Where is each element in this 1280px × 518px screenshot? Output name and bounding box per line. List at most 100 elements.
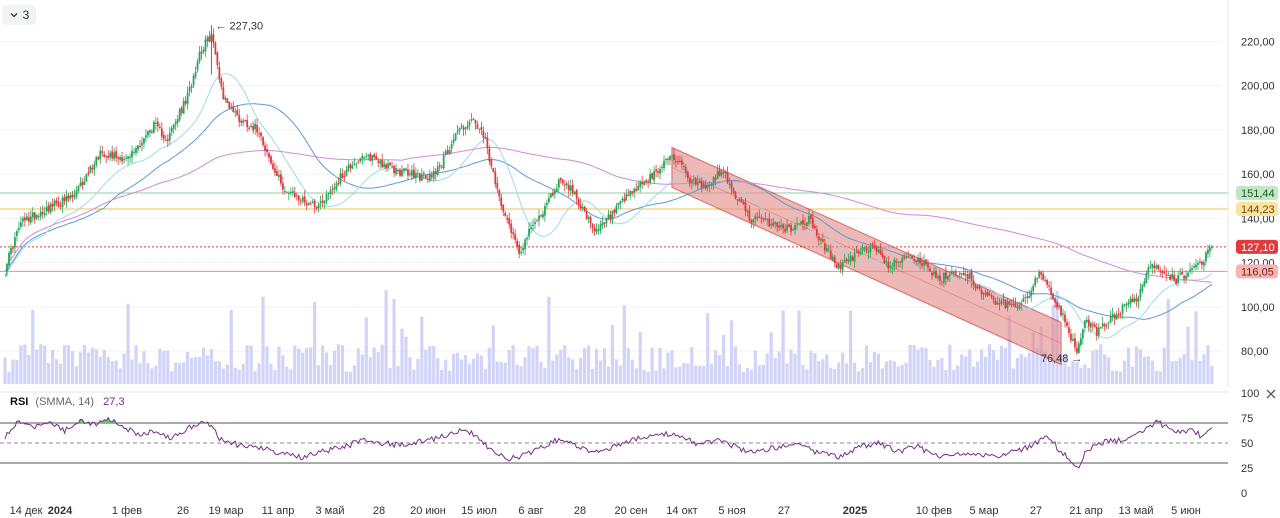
candle (278, 174, 280, 177)
candle (845, 258, 848, 261)
volume-bar (1107, 357, 1111, 384)
volume-bar (94, 349, 98, 384)
candle (411, 170, 413, 176)
price-badge-yellow[interactable] (1236, 201, 1278, 216)
close-rsi-button[interactable] (1264, 387, 1278, 401)
candle (1036, 278, 1039, 280)
volume-bar (880, 368, 884, 384)
candle (178, 109, 181, 120)
candle (127, 156, 129, 159)
volume-bar (579, 358, 583, 384)
volume-bar (47, 363, 51, 384)
price-badge-pink[interactable] (1236, 264, 1278, 279)
rsi-line (4, 416, 1213, 469)
candle (1103, 324, 1106, 327)
candle (1137, 297, 1140, 303)
candle (861, 246, 864, 251)
candle (839, 264, 842, 270)
candle (145, 135, 147, 138)
y-tick-label: 80,00 (1241, 346, 1269, 358)
rsi-tick-label: 0 (1241, 488, 1247, 500)
candle (651, 173, 654, 179)
candle (139, 145, 141, 147)
price-badge-last[interactable] (1236, 239, 1278, 254)
candle (696, 181, 699, 186)
volume-bar (396, 365, 400, 384)
rsi-legend[interactable]: RSI (SMMA, 14) 27,3 (10, 396, 125, 408)
candle (297, 195, 300, 201)
volume-bars (3, 290, 1214, 384)
volume-bar (936, 359, 940, 384)
price-badge-label: 127,10 (1241, 242, 1275, 254)
volume-bar (868, 362, 873, 384)
candle (865, 247, 868, 252)
x-tick-label: 27 (1030, 505, 1042, 517)
candle (1147, 267, 1150, 274)
candle (657, 170, 659, 173)
collapse-panel-button[interactable]: 3 (2, 5, 36, 25)
x-tick-label: 14 дек (10, 505, 43, 517)
price-badge-label: 151,44 (1241, 188, 1275, 200)
candle (833, 256, 836, 264)
candle (792, 229, 794, 231)
x-tick-label: 19 мар (208, 505, 243, 517)
candle (1093, 324, 1096, 328)
volume-bar (1031, 332, 1035, 384)
volume-bar (817, 361, 821, 384)
candle (599, 224, 602, 231)
candle (460, 125, 463, 128)
volume-bar (328, 365, 333, 384)
volume-bar (590, 368, 595, 384)
candle (1028, 295, 1031, 299)
price-badge-green[interactable] (1236, 186, 1278, 201)
candle (544, 206, 546, 216)
candle (1004, 299, 1007, 309)
volume-bar (833, 368, 837, 384)
candle (730, 182, 733, 189)
volume-bar (1099, 344, 1103, 384)
x-tick-label: 20 июн (410, 505, 446, 517)
volume-bar (7, 371, 11, 384)
volume-bar (1166, 299, 1170, 384)
volume-bar (821, 359, 825, 384)
candle (375, 156, 378, 160)
high-annotation: ← 227,30 (215, 20, 263, 32)
candle (941, 281, 943, 283)
volume-bar (313, 302, 317, 384)
candle (1101, 323, 1104, 327)
candle (37, 216, 40, 218)
volume-bar (1047, 362, 1051, 384)
volume-bar (253, 371, 257, 384)
candle (357, 162, 360, 164)
regression-channel[interactable] (671, 146, 1062, 366)
volume-bar (178, 362, 182, 384)
candle (915, 261, 918, 263)
volume-bar (765, 353, 769, 384)
candle (246, 119, 249, 128)
candle (1062, 313, 1064, 315)
candle (972, 280, 975, 286)
volume-bar (1019, 354, 1023, 384)
candle (933, 271, 935, 275)
volume-bar (845, 363, 849, 384)
volume-bar (376, 352, 380, 384)
volume-bar (424, 349, 428, 384)
candle (800, 221, 802, 225)
candle (77, 186, 80, 192)
volume-bar (1111, 370, 1115, 384)
candle (27, 217, 30, 222)
candle (859, 251, 862, 255)
candle (988, 294, 991, 296)
candle (422, 172, 425, 174)
channel-body[interactable] (671, 146, 1062, 366)
x-tick-label: 14 окт (666, 505, 697, 517)
candle (577, 199, 580, 205)
candle (625, 194, 628, 201)
candle (385, 164, 388, 169)
volume-bar (245, 345, 249, 384)
candle (869, 245, 872, 253)
candle (1030, 290, 1033, 297)
candle (978, 286, 981, 289)
candle (1127, 302, 1130, 305)
